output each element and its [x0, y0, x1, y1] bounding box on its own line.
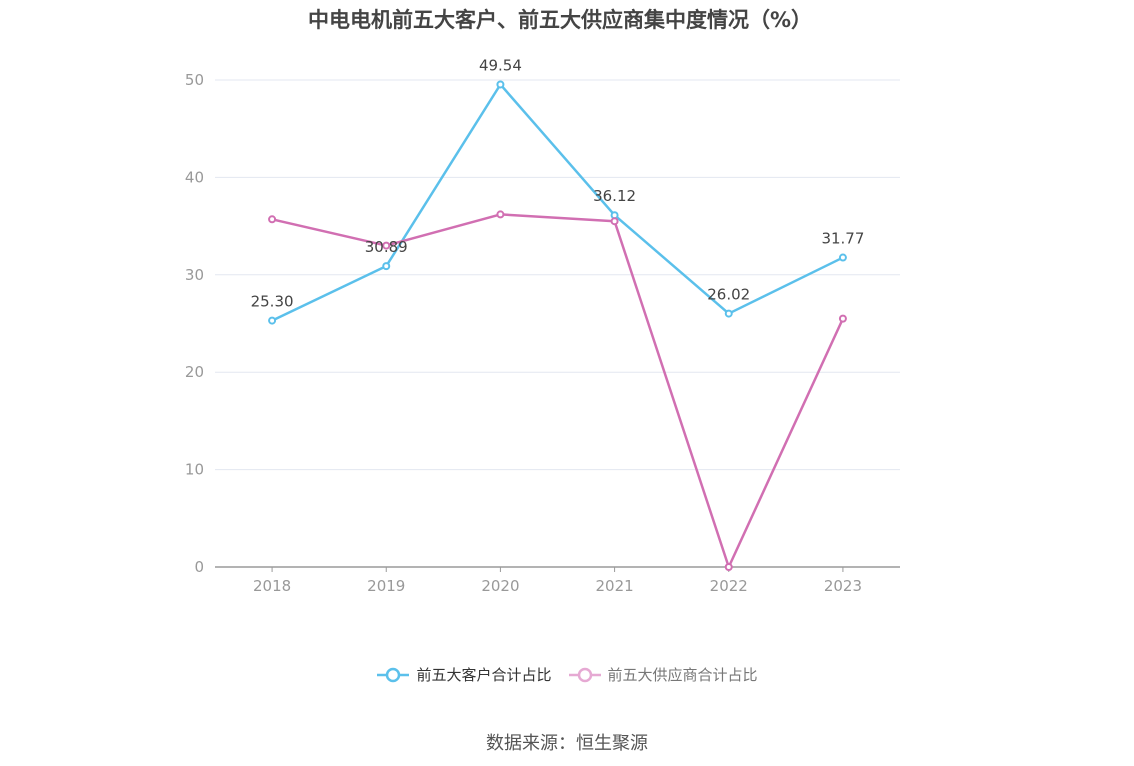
- data-point[interactable]: [382, 241, 391, 250]
- data-point[interactable]: [496, 80, 505, 89]
- series-line-1: [271, 213, 845, 569]
- data-label: 36.12: [593, 187, 636, 205]
- x-tick-label: 2020: [481, 577, 519, 595]
- x-tick-label: 2018: [253, 577, 291, 595]
- y-tick-label: 30: [185, 266, 204, 284]
- label-layer: 25.30 30.89 49.54 36.12 26.02 31.77: [251, 56, 865, 310]
- x-tick-label: 2021: [595, 577, 633, 595]
- legend-line-marker-icon: [377, 667, 410, 682]
- data-label: 25.30: [251, 293, 294, 311]
- data-label: 26.02: [707, 286, 750, 304]
- y-tick-label: 10: [185, 461, 204, 479]
- y-tick-label: 50: [185, 71, 204, 89]
- x-tick-label: 2019: [367, 577, 405, 595]
- chart-title: 中电电机前五大客户、前五大供应商集中度情况（%）: [307, 8, 813, 32]
- data-label: 31.77: [821, 230, 864, 248]
- data-point[interactable]: [496, 210, 505, 219]
- legend: 前五大客户合计占比 前五大供应商合计占比: [0, 664, 1134, 685]
- data-point[interactable]: [268, 215, 277, 224]
- legend-line-marker-icon: [568, 667, 601, 682]
- y-tick-label: 40: [185, 168, 204, 186]
- data-point[interactable]: [382, 262, 391, 271]
- legend-label-customers: 前五大客户合计占比: [416, 666, 552, 684]
- x-tick-label: 2023: [824, 577, 862, 595]
- series-layer: [268, 80, 847, 571]
- data-point[interactable]: [268, 316, 277, 325]
- data-label: 49.54: [479, 56, 522, 74]
- data-point[interactable]: [724, 309, 733, 318]
- series-line-0: [271, 83, 844, 322]
- data-point[interactable]: [838, 253, 847, 262]
- source-note: 数据来源：恒生聚源: [486, 733, 648, 754]
- x-tick-label: 2022: [710, 577, 748, 595]
- grid-layer: [215, 79, 900, 471]
- legend-item-suppliers[interactable]: 前五大供应商合计占比: [568, 664, 758, 685]
- line-chart: 0 10 20 30 40 50 2018 2019 2020 2021 2022 2023 25.3…: [185, 56, 900, 595]
- axis-layer: 0 10 20 30 40 50 2018 2019 2020 2021 2022 2023: [185, 71, 900, 595]
- data-point[interactable]: [610, 217, 619, 226]
- data-point[interactable]: [724, 563, 733, 571]
- legend-item-customers[interactable]: 前五大客户合计占比: [376, 664, 552, 685]
- legend-label-suppliers: 前五大供应商合计占比: [607, 666, 758, 684]
- data-label: 30.89: [365, 238, 408, 256]
- y-tick-label: 0: [194, 558, 204, 576]
- y-tick-label: 20: [185, 363, 204, 381]
- data-point[interactable]: [838, 314, 847, 323]
